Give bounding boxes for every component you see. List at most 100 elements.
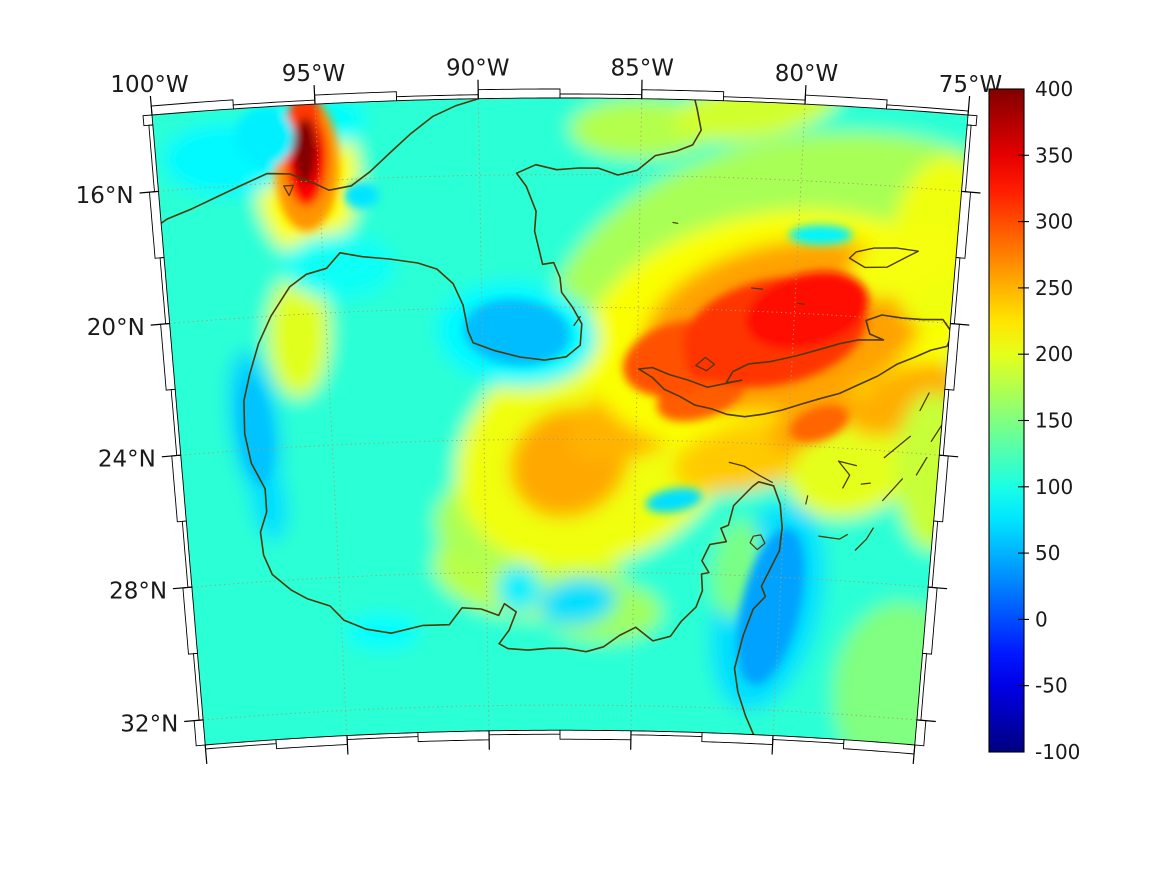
frame-tick [916,719,936,723]
coastline-volcano-triangle [283,184,294,197]
axis-labels: 100°W 95°W 90°W 85°W 80°W 75°W32°N28°N24°N20°… [76,56,1003,738]
heat-blob [790,404,849,443]
frame-tick [967,95,971,116]
coastline-cozumel [573,315,581,327]
frame-segment [142,114,154,127]
coastline-lake-okeechobee [749,534,766,551]
coastline-grand-cayman [750,287,764,290]
frame-segment [966,114,978,127]
heat-blob [745,271,869,350]
colorbar-tick-label: 200 [1035,342,1073,366]
frame-segment [149,190,165,259]
lon-tick-label: 85°W [610,56,674,82]
heat-blob [267,271,330,398]
frame-segment [944,323,960,391]
coastline-new-providence [860,482,871,485]
graticule-line [191,571,929,588]
lat-tick-label: 20°N [87,315,145,341]
coastline-bimini [805,495,809,505]
colorbar-tick-label: 350 [1035,143,1073,167]
frame-tick [149,95,153,116]
lon-tick-label: 90°W [446,56,510,82]
frame-tick [771,735,774,755]
graticule-line [630,98,643,730]
frame-segment [171,454,187,523]
frame-tick [204,744,208,764]
frame-segment [314,91,398,105]
frame-segment [641,89,725,102]
lon-tick-label: 100°W [110,72,188,98]
heat-blob [832,601,968,745]
coastline-swan-island [672,221,679,224]
frame-segment [160,323,176,391]
coastline-mexico-pacific-coast [152,98,496,237]
heat-blob [672,98,840,142]
frame-tick [346,735,349,755]
frame-segment [933,454,949,523]
colorbar-tick-label: 300 [1035,210,1073,234]
colorbar-tick-label: 100 [1035,475,1073,499]
heat-blob [235,107,294,167]
colorbar-tick-label: -50 [1035,674,1068,698]
frame-segment [955,190,971,259]
colorbar-tick-label: 250 [1035,276,1073,300]
coastline-cuba [637,314,954,418]
lat-tick-label: 24°N [98,447,156,473]
colorbar-tick-label: 50 [1035,541,1060,565]
frame-tick [150,322,170,326]
heat-blob [788,419,918,518]
coastline-jamaica [848,247,919,269]
heat-blob [788,225,853,245]
frame-segment [193,719,206,747]
frame-segment [150,99,234,116]
graticule-line [772,104,806,734]
coastline-little-cayman [797,302,805,305]
graticule-line [477,98,490,730]
graticule-line [158,174,962,192]
frame-segment [477,88,561,100]
coastline-exuma-chain [883,435,911,459]
colorbar-tick-label: -100 [1035,740,1080,764]
heat-blob [293,118,317,185]
frame-segment [914,719,927,747]
colorbar-tick-label: 0 [1035,607,1048,631]
heat-blob [847,228,962,299]
heat-field [152,98,968,745]
frame-tick [939,454,959,458]
heat-blob [539,578,616,626]
frame-segment [804,94,888,110]
lon-tick-label: 80°W [775,61,839,87]
colorbar-tick-label: 150 [1035,409,1073,433]
coastline-grand-bahama [818,533,848,540]
lat-tick-label: 16°N [76,183,134,209]
heat-blob [737,528,805,685]
frame-segment [559,729,632,741]
graticule-line [314,104,348,734]
graticule [158,98,962,734]
frame-segment [417,730,490,743]
frame-tick [950,322,970,326]
frame-segment [488,729,561,736]
heat-blob [895,391,968,551]
frame-tick [912,744,916,764]
lon-tick-label: 95°W [282,61,346,87]
frame-tick [184,719,204,723]
heat-blob [343,182,379,209]
heat-blob [238,380,273,486]
frame-segment [922,586,938,655]
colorbar-tick-label: 400 [1035,77,1073,101]
heat-blob [496,565,541,612]
coastline-ragged-island-chain [919,392,930,412]
frame-segment [182,586,198,655]
coastline-isla-juventud [695,356,716,372]
frame-tick [161,454,181,458]
heat-blob [645,487,703,513]
coastline-abaco [854,527,874,551]
frame-tick [961,190,981,194]
colorbar: 400 350 300 250 200 150 100 50 0 -50 -100 [988,77,1080,764]
frame-tick [804,85,807,105]
lat-tick-label: 32°N [120,712,178,738]
map-frame [139,79,981,764]
